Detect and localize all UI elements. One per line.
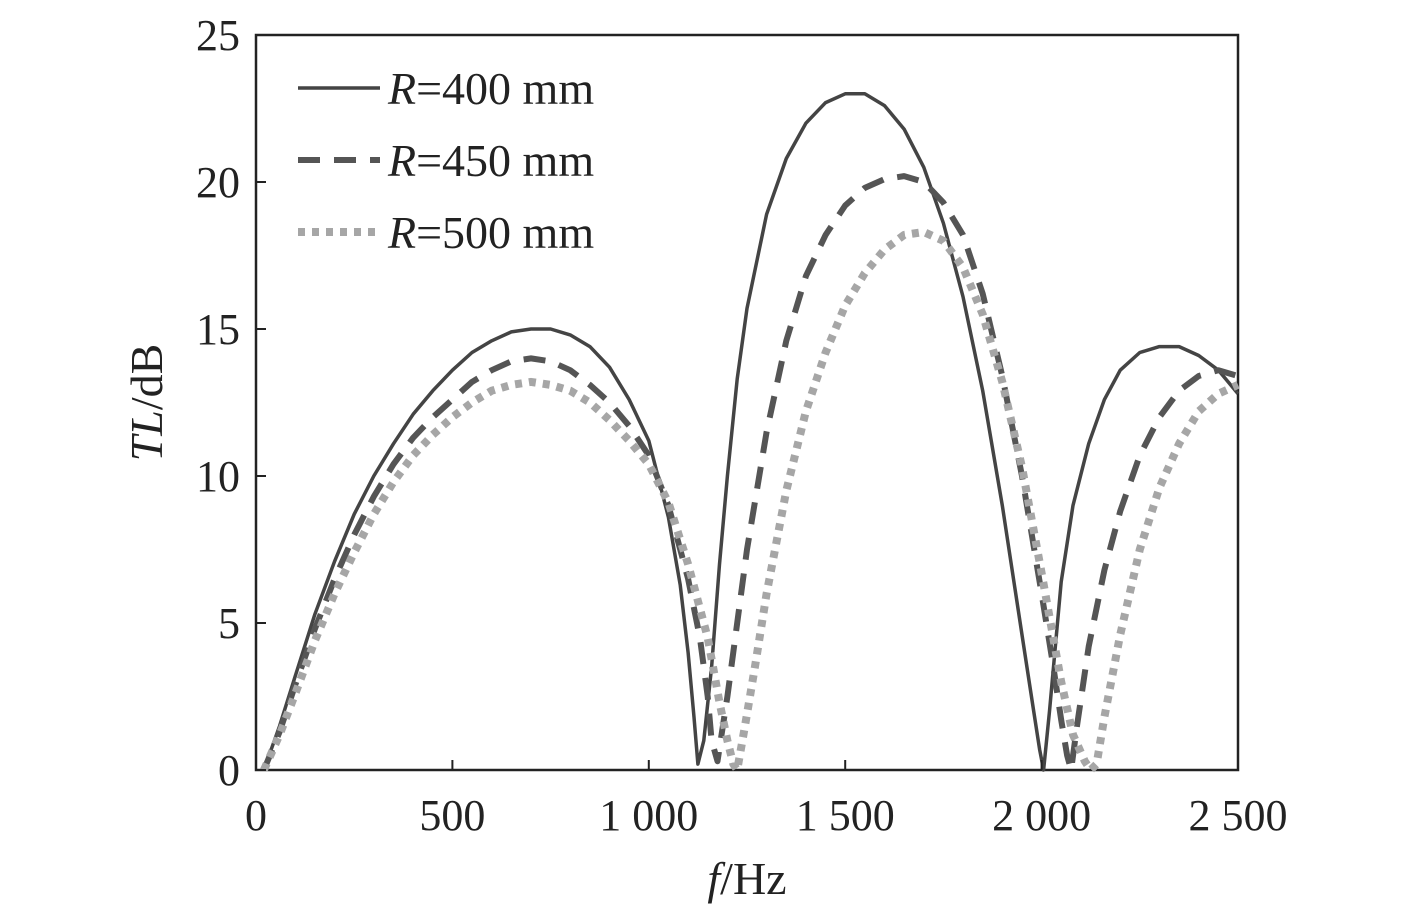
x-tick-label: 500	[419, 791, 485, 840]
x-tick-label: 2 000	[992, 791, 1091, 840]
x-tick-label: 1 000	[599, 791, 698, 840]
y-tick-label: 5	[218, 599, 240, 648]
y-tick-label: 15	[196, 305, 240, 354]
legend: R=400 mm R=450 mm R=500 mm	[298, 63, 594, 258]
y-tick-label: 10	[196, 452, 240, 501]
y-axis-title-italic: TL	[121, 410, 172, 461]
y-axis-title-unit: /dB	[121, 344, 172, 410]
legend-label-1: R=400 mm	[387, 63, 594, 114]
series-line-3	[260, 228, 1240, 774]
legend-label-2: R=450 mm	[387, 135, 594, 186]
series-line-1	[262, 92, 1240, 772]
x-axis-title-unit: /Hz	[720, 853, 786, 904]
legend-label-3: R=500 mm	[387, 207, 594, 258]
y-axis-title: TL/dB	[121, 344, 172, 462]
x-tick-label: 0	[245, 791, 267, 840]
ticks-layer: 0 500 1 000 1 500 2 000 2 500 0 5 10 15 20 25	[196, 11, 1288, 840]
y-tick-label: 25	[196, 11, 240, 60]
x-tick-label: 2 500	[1189, 791, 1288, 840]
series-layer	[260, 92, 1240, 774]
x-tick-label: 1 500	[796, 791, 895, 840]
plot-area	[254, 33, 1240, 772]
y-tick-label: 20	[196, 158, 240, 207]
x-axis-title: f/Hz	[707, 853, 786, 904]
y-tick-label: 0	[218, 746, 240, 795]
series-line-2	[261, 173, 1239, 773]
